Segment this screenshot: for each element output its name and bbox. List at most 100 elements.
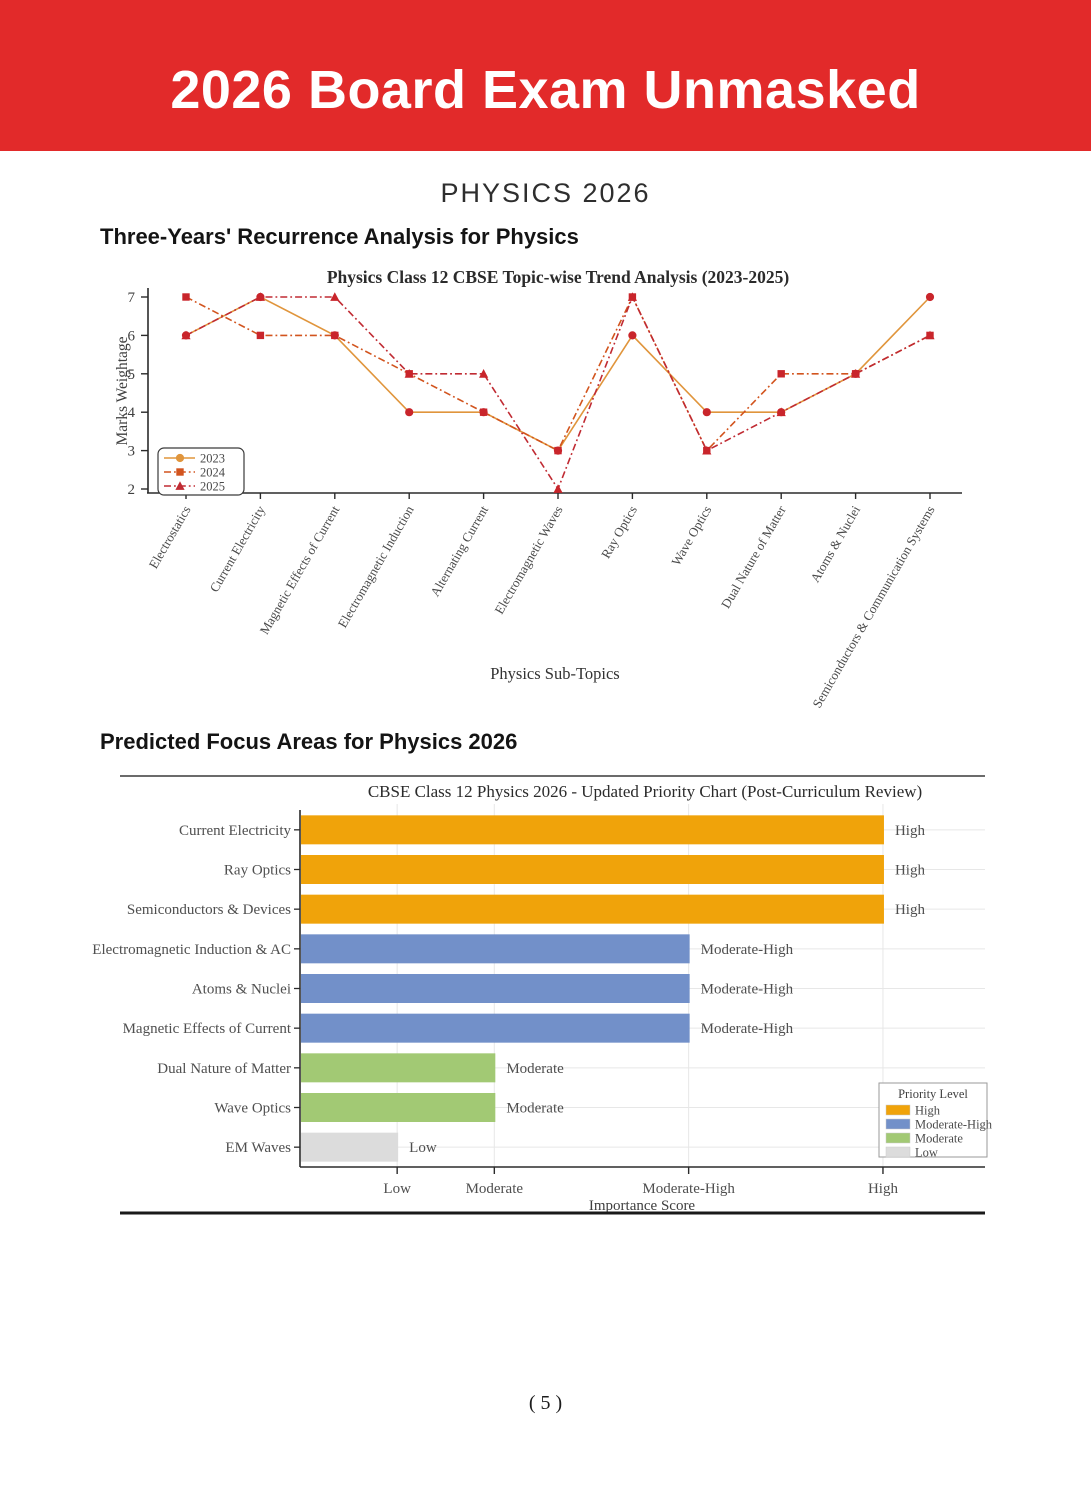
priority-category-label: Current Electricity	[179, 823, 292, 839]
priority-legend-swatch-high	[885, 1104, 911, 1116]
trend-point-2025	[553, 484, 563, 493]
priority-bar-value-label: Moderate	[506, 1101, 564, 1117]
trend-point-2025	[776, 407, 786, 417]
trend-legend-label-2025: 2025	[200, 480, 225, 494]
priority-category-label: EM Waves	[225, 1140, 291, 1156]
section-heading-recurrence-analysis: Three-Years' Recurrence Analysis for Phy…	[100, 224, 579, 249]
trend-point-2023	[925, 292, 935, 302]
banner-title: 2026 Board Exam Unmasked	[170, 59, 921, 120]
priority-bar-value-label: High	[895, 863, 926, 879]
priority-category-label: Dual Nature of Matter	[157, 1061, 291, 1077]
priority-bar-dual-nature-of-matter	[301, 1053, 496, 1083]
trend-x-tick-label: Electrostatics	[146, 503, 194, 571]
importance-score-axis-label: Importance Score	[589, 1198, 696, 1214]
trend-point-2025	[851, 369, 861, 378]
priority-legend-label: High	[915, 1104, 941, 1118]
priority-legend: Priority Level HighModerate-HighModerateL…	[878, 1082, 993, 1160]
trend-y-tick-label: 2	[128, 482, 136, 498]
trend-y-tick-label: 7	[128, 290, 136, 306]
priority-bar-em-waves	[301, 1132, 399, 1162]
priority-x-tick-label: High	[868, 1181, 899, 1197]
trend-x-tick-label: Dual Nature of Matter	[718, 502, 789, 610]
priority-category-label: Semiconductors & Devices	[127, 902, 291, 918]
trend-series-line-2024	[185, 295, 931, 452]
trend-point-2025	[404, 369, 414, 378]
trend-x-tick-label: Wave Optics	[668, 503, 714, 568]
priority-legend-swatch-moderate	[885, 1132, 911, 1144]
priority-bar-electromagnetic-induction-ac	[301, 934, 690, 964]
priority-x-tick-label: Moderate	[466, 1181, 524, 1197]
priority-legend-swatch-moderate-high	[885, 1118, 911, 1130]
trend-point-2025	[627, 292, 637, 301]
trend-point-2024	[331, 331, 339, 340]
trend-point-2024	[777, 370, 785, 378]
priority-bar-chart: CBSE Class 12 Physics 2026 - Updated Pri…	[92, 775, 993, 1215]
page-number: ( 5 )	[528, 1392, 563, 1414]
trend-legend-marker-2025	[175, 481, 185, 490]
trend-point-2024	[554, 446, 562, 455]
priority-bar-magnetic-effects-of-current	[301, 1013, 690, 1043]
trend-x-tick-label: Ray Optics	[598, 503, 640, 561]
trend-legend-label-2023: 2023	[200, 452, 225, 466]
priority-bar-ray-optics	[301, 855, 884, 884]
trend-point-2023	[628, 331, 637, 340]
priority-bar-value-label: Low	[409, 1140, 437, 1156]
trend-x-tick-label: Alternating Current	[427, 503, 491, 599]
priority-category-label: Ray Optics	[224, 863, 291, 879]
priority-bar-wave-optics	[301, 1093, 496, 1122]
priority-bar-value-label: High	[895, 902, 926, 918]
trend-x-tick-label: Current Electricity	[206, 503, 268, 595]
trend-series-line-2025	[185, 294, 931, 491]
trend-point-2024	[256, 331, 265, 340]
trend-point-2024	[182, 293, 190, 301]
priority-legend-label: Low	[915, 1146, 938, 1160]
trend-point-2025	[255, 292, 265, 301]
section-heading-predicted-focus: Predicted Focus Areas for Physics 2026	[100, 729, 518, 754]
trend-point-2025	[702, 445, 712, 455]
priority-category-label: Wave Optics	[214, 1101, 291, 1117]
trend-point-2025	[479, 369, 489, 378]
trend-y-axis-label: Marks Weightage	[114, 336, 131, 445]
header-banner: 2026 Board Exam Unmasked	[0, 0, 1091, 151]
priority-bar-value-label: Moderate-High	[701, 942, 794, 958]
trend-x-tick-label: Electromagnetic Induction	[335, 503, 417, 631]
priority-bar-value-label: Moderate-High	[701, 982, 794, 998]
trend-y-tick-label: 6	[128, 328, 136, 344]
trend-chart-title: Physics Class 12 CBSE Topic-wise Trend A…	[327, 267, 790, 287]
priority-category-label: Magnetic Effects of Current	[123, 1021, 292, 1037]
priority-bar-atoms-nuclei	[301, 974, 690, 1003]
trend-x-axis-label: Physics Sub-Topics	[490, 664, 619, 683]
priority-category-label: Atoms & Nuclei	[192, 982, 291, 998]
trend-y-tick-label: 4	[128, 405, 136, 421]
trend-point-2023	[702, 408, 711, 417]
priority-category-label: Electromagnetic Induction & AC	[92, 942, 291, 958]
trend-x-tick-label: Semiconductors & Communication Systems	[809, 503, 937, 710]
trend-point-2025	[925, 330, 935, 340]
priority-bar-value-label: Moderate-High	[701, 1021, 794, 1037]
trend-point-2024	[479, 408, 488, 416]
trend-point-2025	[181, 330, 191, 340]
subject-title: PHYSICS 2026	[440, 178, 651, 208]
trend-legend-label-2024: 2024	[200, 466, 226, 480]
priority-bar-value-label: Moderate	[506, 1061, 564, 1077]
priority-bar-value-label: High	[895, 823, 926, 839]
trend-point-2023	[405, 408, 414, 417]
priority-x-tick-label: Low	[383, 1181, 411, 1197]
priority-legend-label: Moderate-High	[915, 1118, 993, 1132]
priority-x-tick-label: Moderate-High	[642, 1181, 735, 1197]
trend-line-chart: Physics Class 12 CBSE Topic-wise Trend A…	[114, 267, 962, 710]
trend-legend-marker-2023	[175, 453, 185, 463]
priority-bar-current-electricity	[301, 815, 884, 845]
trend-x-tick-label: Magnetic Effects of Current	[256, 503, 342, 637]
priority-bar-semiconductors-devices	[301, 894, 884, 924]
priority-legend-title: Priority Level	[898, 1087, 968, 1101]
priority-legend-label: Moderate	[915, 1132, 963, 1146]
priority-chart-title: CBSE Class 12 Physics 2026 - Updated Pri…	[368, 782, 922, 801]
priority-legend-swatch-low	[885, 1146, 911, 1158]
trend-y-tick-label: 5	[128, 367, 136, 383]
trend-y-tick-label: 3	[128, 444, 136, 460]
trend-x-tick-label: Electromagnetic Waves	[491, 503, 565, 617]
trend-point-2025	[330, 292, 340, 301]
